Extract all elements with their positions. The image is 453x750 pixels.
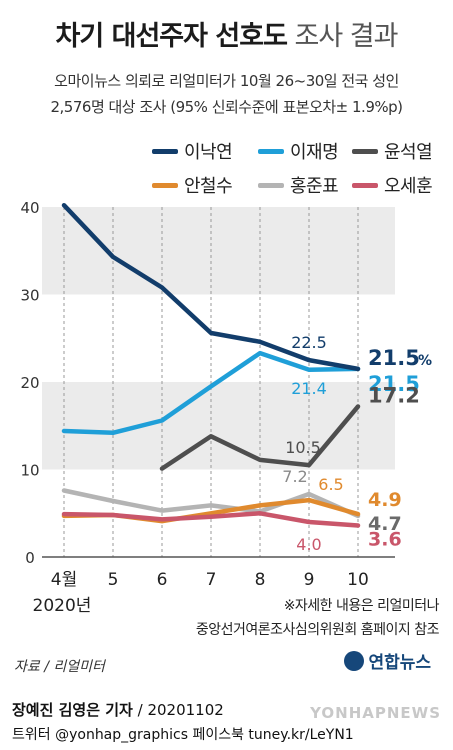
title-main: 차기 대선주자 선호도	[55, 21, 288, 52]
grid-band-10-20	[42, 382, 395, 470]
yonhap-logo: 연합뉴스	[344, 648, 431, 673]
series-line-5	[61, 511, 361, 528]
legend-swatch-3	[152, 182, 178, 188]
data-label-9: 4.9	[368, 489, 402, 511]
chart-title: 차기 대선주자 선호도 조사 결과	[0, 14, 453, 53]
legend-item-4: 홍준표	[258, 172, 339, 198]
grid-band-30-40	[42, 207, 395, 295]
legend-swatch-1	[258, 148, 284, 154]
data-label-10: 4.7	[368, 513, 402, 535]
legend-item-1: 이재명	[258, 138, 339, 164]
credit-line: 장예진 김영은 기자 / 20201102	[12, 699, 224, 720]
watermark: YONHAPNEWS	[310, 704, 441, 722]
legend-label-1: 이재명	[290, 142, 339, 163]
data-label-1: 21.5	[368, 346, 420, 370]
footnote-line-2: 중앙선거여론조사심의위원회 홈페이지 참조	[195, 622, 440, 638]
data-label-3: 21.4	[291, 379, 327, 398]
legend-item-3: 안철수	[152, 172, 233, 198]
subtitle-line-1: 오마이뉴스 의뢰로 리얼미터가 10월 26~30일 전국 성인	[54, 72, 399, 90]
y-tick-label-0: 0	[25, 549, 35, 567]
data-label-6: 17.2	[368, 384, 420, 408]
y-tick-label-20: 20	[20, 374, 39, 392]
data-label-4: 21.5	[368, 372, 420, 396]
series-line-1	[61, 350, 361, 436]
y-tick-label-30: 30	[20, 287, 39, 305]
footnote: ※자세한 내용은 리얼미터나 중앙선거여론조사심의위원회 홈페이지 참조	[195, 594, 440, 642]
title-sub: 조사 결과	[294, 21, 399, 52]
y-tick-label-40: 40	[20, 199, 39, 217]
credit-date: 20201102	[147, 701, 224, 719]
legend-item-2: 윤석열	[352, 138, 433, 164]
data-label-0: 22.5	[291, 333, 327, 352]
footnote-line-1: ※자세한 내용은 리얼미터나	[283, 598, 440, 614]
chart-legend: 이낙연 이재명 윤석열 안철수 홍준표 오세훈	[0, 138, 453, 198]
logo-icon	[344, 650, 365, 671]
x-tick-label-4: 8	[255, 570, 266, 590]
social-links: 트위터 @yonhap_graphics 페이스북 tuney.kr/LeYN1	[12, 727, 354, 743]
data-label-5: 10.5	[285, 438, 321, 457]
legend-swatch-4	[258, 182, 284, 188]
x-tick-label-5: 9	[304, 570, 315, 590]
x-tick-label-1: 5	[108, 570, 119, 590]
series-line-0	[61, 202, 361, 372]
data-label-8: 6.5	[318, 475, 343, 494]
legend-swatch-2	[352, 148, 378, 154]
legend-label-4: 홍준표	[290, 176, 339, 197]
data-label-12: 3.6	[368, 529, 402, 551]
legend-item-0: 이낙연	[152, 138, 233, 164]
data-label-2: %	[418, 353, 432, 369]
logo-text: 연합뉴스	[368, 653, 431, 673]
reporter-names: 장예진 김영은 기자	[12, 701, 133, 719]
legend-item-5: 오세훈	[352, 172, 433, 198]
line-chart: 0 10 20 30 40 4월 5 6 7 8 9 10 2020년 22.5 21.5% 21.4 21.5…	[20, 199, 432, 615]
legend-swatch-5	[352, 182, 378, 188]
subtitle-line-2: 2,576명 대상 조사 (95% 신뢰수준에 표본오차± 1.9%p)	[50, 98, 404, 116]
series-line-2	[159, 404, 361, 471]
x-year-label: 2020년	[33, 596, 92, 615]
y-tick-label-10: 10	[20, 462, 39, 480]
data-label-7: 7.2	[282, 467, 307, 486]
x-tick-label-0: 4월	[51, 570, 77, 590]
x-tick-label-3: 7	[206, 570, 217, 590]
legend-label-2: 윤석열	[384, 142, 433, 163]
series-line-4	[61, 488, 361, 519]
source-note: 자료 / 리얼미터	[14, 659, 105, 675]
legend-label-3: 안철수	[184, 176, 233, 197]
data-label-11: 4.0	[296, 535, 321, 554]
legend-swatch-0	[152, 148, 178, 154]
x-tick-label-6: 10	[347, 570, 369, 590]
legend-label-0: 이낙연	[184, 142, 233, 163]
x-tick-label-2: 6	[157, 570, 168, 590]
credit-separator: /	[132, 701, 148, 719]
legend-label-5: 오세훈	[384, 176, 433, 197]
